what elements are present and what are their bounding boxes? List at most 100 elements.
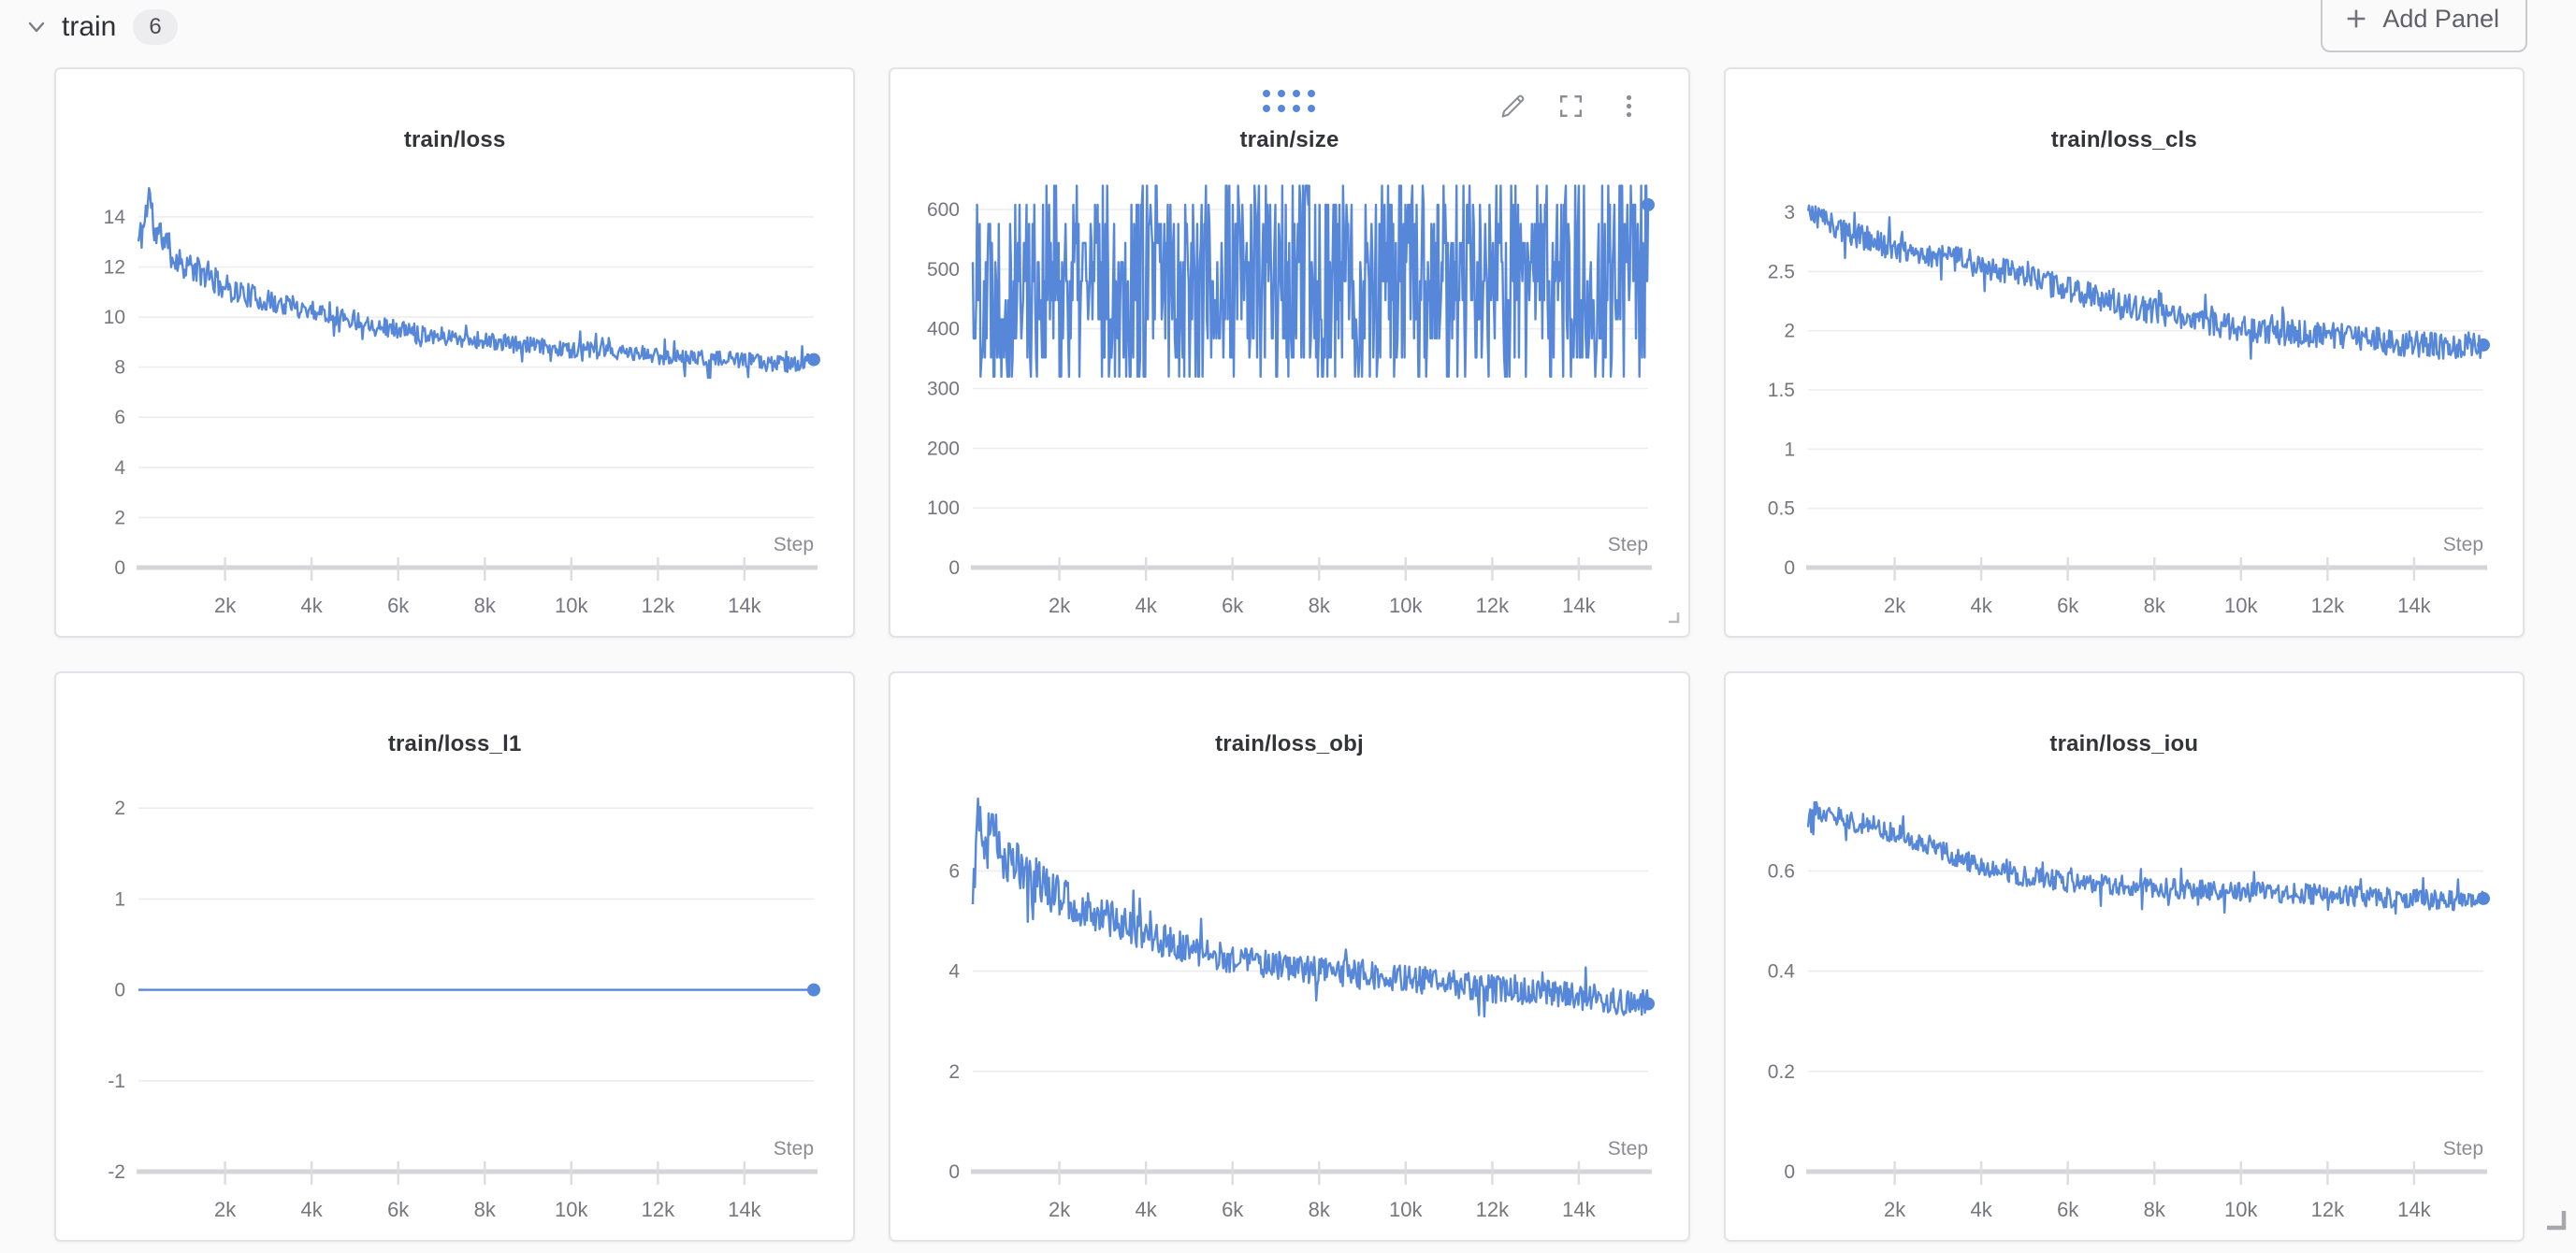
svg-text:4k: 4k — [1970, 594, 1992, 617]
svg-text:14k: 14k — [728, 594, 761, 617]
chart-panel-train-loss-obj: train/loss_obj 0 2 4 6 2k 4k 6k 8k 10k 12k 14k Step — [889, 671, 1691, 1242]
chart-title: train/loss_iou — [2049, 731, 2199, 756]
svg-text:-2: -2 — [108, 1161, 125, 1183]
svg-text:14k: 14k — [2397, 1198, 2431, 1221]
svg-text:14k: 14k — [2397, 594, 2431, 617]
svg-text:Step: Step — [774, 1138, 814, 1159]
svg-text:12k: 12k — [1476, 1198, 1510, 1221]
svg-text:2k: 2k — [1049, 594, 1071, 617]
chart-panel-train-size: train/size 0 100 200 300 400 500 600 2k 4k 6k 8k 10… — [889, 67, 1691, 638]
svg-text:4: 4 — [114, 457, 125, 479]
svg-text:2k: 2k — [214, 1198, 237, 1221]
svg-text:6k: 6k — [1222, 594, 1244, 617]
svg-text:6k: 6k — [387, 594, 410, 617]
panel-resize-handle-icon[interactable] — [1666, 610, 1682, 630]
svg-text:Step: Step — [2442, 1138, 2482, 1159]
chart-title: train/loss_l1 — [387, 731, 522, 756]
chart-canvas[interactable]: -2 -1 0 1 2 2k 4k 6k 8k 10k 12k 14k Step — [56, 771, 857, 1230]
chart-panel-train-loss-cls: train/loss_cls 0 0.5 1 1.5 2 2.5 3 2k 4k 6k 8k 10k 1… — [1723, 67, 2526, 638]
svg-text:14k: 14k — [1562, 1198, 1596, 1221]
plus-icon — [2343, 6, 2369, 32]
svg-text:8k: 8k — [2143, 1198, 2165, 1221]
svg-text:8k: 8k — [1309, 1198, 1331, 1221]
svg-text:10k: 10k — [1389, 1198, 1423, 1221]
svg-text:Step: Step — [774, 534, 814, 555]
svg-text:Step: Step — [2442, 534, 2482, 555]
svg-text:0: 0 — [1784, 557, 1795, 579]
svg-text:Step: Step — [1608, 534, 1648, 555]
chevron-down-icon[interactable] — [22, 13, 51, 41]
svg-text:8k: 8k — [1309, 594, 1331, 617]
chart-canvas[interactable]: 0 2 4 6 8 10 12 14 2k 4k 6k 8k 10k 12k 14k Step — [56, 167, 857, 626]
svg-text:12k: 12k — [642, 1198, 675, 1221]
svg-text:10k: 10k — [555, 594, 588, 617]
svg-text:0: 0 — [949, 557, 961, 579]
svg-text:0: 0 — [114, 557, 125, 579]
kebab-menu-icon[interactable] — [1614, 90, 1645, 122]
chart-title: train/size — [1239, 127, 1339, 152]
svg-text:14k: 14k — [728, 1198, 761, 1221]
svg-text:14: 14 — [104, 207, 126, 228]
svg-text:10k: 10k — [2224, 594, 2258, 617]
svg-text:Step: Step — [1608, 1138, 1648, 1159]
svg-text:2: 2 — [114, 507, 125, 528]
svg-text:10k: 10k — [555, 1198, 588, 1221]
drag-handle-icon[interactable] — [1263, 90, 1316, 112]
chart-title: train/loss — [403, 127, 506, 152]
svg-text:6: 6 — [114, 407, 125, 428]
chart-panel-train-loss: train/loss 0 2 4 6 8 10 12 14 2k 4k 6k 8k 10k 12k 14k S… — [54, 67, 857, 638]
svg-text:12k: 12k — [2310, 1198, 2344, 1221]
add-panel-button[interactable]: Add Panel — [2321, 0, 2527, 52]
svg-text:12k: 12k — [1476, 594, 1510, 617]
edit-pencil-icon[interactable] — [1498, 90, 1529, 122]
chart-panel-train-loss-iou: train/loss_iou 0 0.2 0.4 0.6 2k 4k 6k 8k 10k 12k 1… — [1723, 671, 2526, 1242]
svg-text:10k: 10k — [1389, 594, 1423, 617]
fullscreen-icon[interactable] — [1556, 90, 1587, 122]
svg-text:6k: 6k — [2057, 594, 2079, 617]
svg-text:6k: 6k — [387, 1198, 410, 1221]
panel-controls — [1498, 90, 1645, 122]
chart-title: train/loss_obj — [1215, 731, 1364, 756]
svg-text:0: 0 — [114, 980, 125, 1001]
svg-text:4k: 4k — [1136, 594, 1158, 617]
svg-text:0: 0 — [1784, 1161, 1795, 1183]
chart-canvas[interactable]: 0 2 4 6 2k 4k 6k 8k 10k 12k 14k Step — [890, 771, 1691, 1230]
svg-text:0.6: 0.6 — [1767, 861, 1794, 883]
panel-grid: train/loss 0 2 4 6 8 10 12 14 2k 4k 6k 8k 10k 12k 14k S… — [54, 67, 2525, 1242]
svg-text:2k: 2k — [1884, 594, 1906, 617]
svg-text:8k: 8k — [2143, 594, 2165, 617]
svg-text:2: 2 — [1784, 321, 1795, 342]
svg-text:10: 10 — [104, 307, 125, 328]
svg-text:400: 400 — [927, 319, 960, 340]
svg-text:4k: 4k — [1970, 1198, 1992, 1221]
chart-canvas[interactable]: 0 0.5 1 1.5 2 2.5 3 2k 4k 6k 8k 10k 12k 14k Step — [1726, 167, 2526, 626]
svg-text:2: 2 — [114, 798, 125, 819]
svg-text:12k: 12k — [2310, 594, 2344, 617]
section-title: train — [62, 11, 117, 42]
svg-text:4k: 4k — [300, 1198, 323, 1221]
svg-text:1: 1 — [1784, 439, 1795, 460]
svg-text:1: 1 — [114, 888, 125, 910]
svg-text:100: 100 — [927, 497, 960, 519]
svg-text:300: 300 — [927, 379, 960, 400]
svg-text:0: 0 — [949, 1161, 961, 1183]
svg-text:8: 8 — [114, 357, 125, 379]
section-resize-handle-icon[interactable] — [2542, 1206, 2569, 1237]
svg-text:12k: 12k — [642, 594, 675, 617]
svg-text:2: 2 — [949, 1061, 961, 1083]
svg-text:0.4: 0.4 — [1767, 961, 1795, 983]
svg-text:3: 3 — [1784, 202, 1795, 223]
chart-canvas[interactable]: 0 0.2 0.4 0.6 2k 4k 6k 8k 10k 12k 14k Step — [1726, 771, 2526, 1230]
svg-text:6: 6 — [949, 861, 961, 883]
svg-text:500: 500 — [927, 259, 960, 281]
svg-text:4: 4 — [949, 961, 961, 983]
svg-text:-1: -1 — [108, 1071, 125, 1092]
svg-text:2k: 2k — [214, 594, 237, 617]
svg-text:1.5: 1.5 — [1767, 380, 1794, 401]
svg-text:2k: 2k — [1049, 1198, 1071, 1221]
svg-text:6k: 6k — [1222, 1198, 1244, 1221]
chart-canvas[interactable]: 0 100 200 300 400 500 600 2k 4k 6k 8k 10k 12k 14k Step — [890, 167, 1691, 626]
chart-panel-train-loss-l1: train/loss_l1 -2 -1 0 1 2 2k 4k 6k 8k 10k 12k 14k St… — [54, 671, 857, 1242]
svg-text:0.5: 0.5 — [1767, 498, 1794, 520]
